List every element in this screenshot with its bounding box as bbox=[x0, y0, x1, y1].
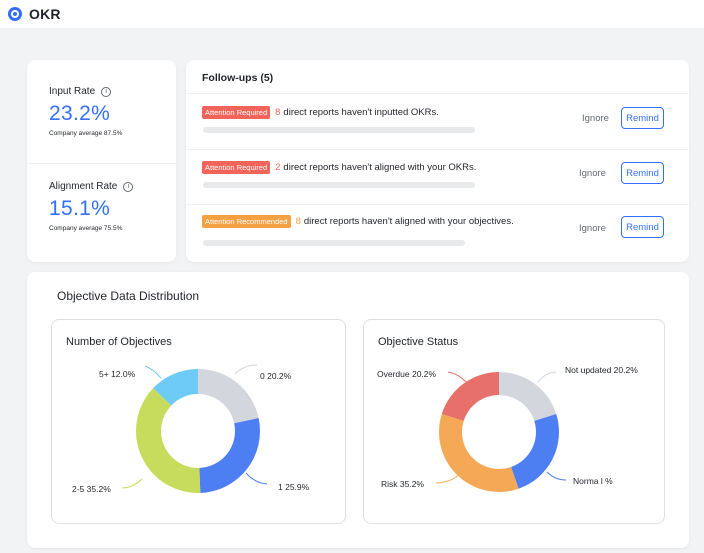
status-donut-chart: Not updated 20.2% Norma l % Risk 35.2% O… bbox=[377, 365, 638, 492]
remind-button[interactable]: Remind bbox=[621, 107, 664, 129]
distribution-title: Objective Data Distribution bbox=[57, 289, 200, 303]
top-bar: OKR bbox=[0, 0, 704, 28]
app-title: OKR bbox=[29, 6, 61, 22]
input-rate-label-row: Input Rate i bbox=[49, 86, 122, 97]
ignore-button[interactable]: Ignore bbox=[579, 223, 606, 234]
input-rate-block: Input Rate i 23.2% Company average 87.5% bbox=[49, 86, 122, 137]
donut-segment-2-5[interactable] bbox=[136, 388, 201, 493]
divider bbox=[186, 93, 689, 94]
leader-line bbox=[447, 371, 468, 384]
followup-content: Attention Required 8 direct reports have… bbox=[202, 106, 439, 119]
status-chart-card: Objective Status Not updated 20.2% Norma… bbox=[363, 319, 665, 524]
target-icon bbox=[8, 7, 22, 21]
objectives-chart-card: Number of Objectives 0 20.2% 1 25.9% 2-5… bbox=[51, 319, 346, 524]
info-icon[interactable]: i bbox=[123, 181, 134, 192]
donut-segments bbox=[136, 369, 260, 493]
leader-line bbox=[435, 471, 462, 484]
objectives-donut-chart: 0 20.2% 1 25.9% 2-5 35.2% 5+ 12.0% bbox=[72, 364, 310, 494]
divider bbox=[27, 163, 176, 164]
donut-segment-norma-l-[interactable] bbox=[511, 414, 559, 489]
info-icon[interactable]: i bbox=[101, 86, 112, 97]
placeholder-bar bbox=[203, 127, 475, 133]
recommendation-badge: Attention Recommended bbox=[202, 215, 291, 228]
alignment-rate-block: Alignment Rate i 15.1% Company average 7… bbox=[49, 181, 134, 232]
input-rate-label: Input Rate bbox=[49, 86, 96, 97]
donut-segment-risk[interactable] bbox=[439, 414, 519, 492]
followup-content: Attention Required 2 direct reports have… bbox=[202, 161, 476, 174]
attention-badge: Attention Required bbox=[202, 161, 271, 174]
segment-label: 0 20.2% bbox=[260, 371, 292, 381]
placeholder-bar bbox=[203, 240, 465, 246]
segment-label: Norma l % bbox=[573, 476, 613, 486]
segment-label: 1 25.9% bbox=[278, 482, 310, 492]
leader-line bbox=[537, 371, 557, 383]
leader-line bbox=[121, 478, 143, 489]
followup-row: Attention Required 8 direct reports have… bbox=[186, 98, 689, 150]
segment-label: Risk 35.2% bbox=[381, 479, 424, 489]
ignore-button[interactable]: Ignore bbox=[582, 113, 609, 124]
leader-line bbox=[546, 471, 567, 481]
input-rate-average: Company average 87.5% bbox=[49, 130, 123, 137]
followups-title: Follow-ups (5) bbox=[202, 72, 274, 84]
ignore-button[interactable]: Ignore bbox=[579, 168, 606, 179]
remind-button[interactable]: Remind bbox=[621, 162, 664, 184]
followup-row: Attention Recommended 8 direct reports h… bbox=[186, 207, 689, 259]
donut-segment-overdue[interactable] bbox=[441, 372, 499, 421]
chart-title: Number of Objectives bbox=[66, 336, 172, 348]
rate-card: Input Rate i 23.2% Company average 87.5%… bbox=[27, 60, 176, 262]
followup-content: Attention Recommended 8 direct reports h… bbox=[202, 215, 514, 228]
donut-segment-0[interactable] bbox=[198, 369, 259, 424]
leader-line bbox=[234, 364, 258, 375]
distribution-card: Objective Data Distribution Number of Ob… bbox=[27, 272, 689, 548]
followup-row: Attention Required 2 direct reports have… bbox=[186, 153, 689, 205]
segment-label: Overdue 20.2% bbox=[377, 369, 437, 379]
divider bbox=[186, 204, 689, 205]
divider bbox=[186, 149, 689, 150]
input-rate-value: 23.2% bbox=[49, 102, 111, 125]
segment-label: Not updated 20.2% bbox=[565, 365, 638, 375]
donut-segment-1[interactable] bbox=[199, 418, 260, 493]
alignment-rate-label: Alignment Rate bbox=[49, 181, 118, 192]
followup-message: direct reports haven't inputted OKRs. bbox=[283, 107, 439, 118]
segment-label: 5+ 12.0% bbox=[99, 369, 136, 379]
donut-segments bbox=[439, 372, 559, 492]
leader-line bbox=[144, 365, 162, 379]
followup-message: direct reports haven't aligned with your… bbox=[303, 216, 514, 227]
followup-count: 8 bbox=[275, 107, 281, 118]
followup-message: direct reports haven't aligned with your… bbox=[283, 162, 477, 173]
remind-button[interactable]: Remind bbox=[621, 216, 664, 238]
chart-title: Objective Status bbox=[378, 336, 459, 348]
donut-segment-5-[interactable] bbox=[153, 369, 198, 406]
followup-count: 8 bbox=[295, 216, 301, 227]
alignment-rate-average: Company average 75.5% bbox=[49, 225, 123, 232]
placeholder-bar bbox=[203, 182, 475, 188]
followups-card: Follow-ups (5) Attention Required 8 dire… bbox=[186, 60, 689, 262]
followup-count: 2 bbox=[275, 162, 281, 173]
segment-label: 2-5 35.2% bbox=[72, 484, 111, 494]
alignment-rate-value: 15.1% bbox=[49, 197, 111, 220]
alignment-rate-label-row: Alignment Rate i bbox=[49, 181, 134, 192]
leader-line bbox=[245, 472, 268, 485]
attention-badge: Attention Required bbox=[202, 106, 271, 119]
donut-segment-not-updated[interactable] bbox=[499, 372, 557, 421]
